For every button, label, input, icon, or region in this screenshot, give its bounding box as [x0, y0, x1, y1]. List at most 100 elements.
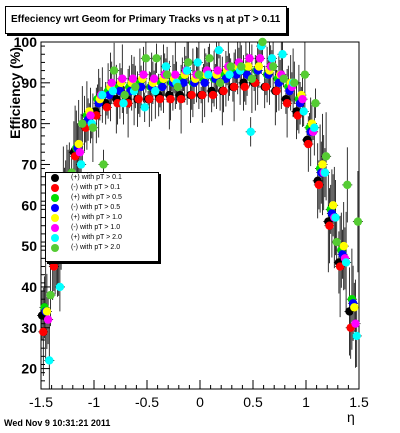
data-point	[314, 180, 324, 190]
legend-label: (+) with pT > 0.5	[71, 194, 122, 201]
data-point	[140, 103, 149, 112]
data-point	[39, 327, 48, 337]
data-point	[136, 82, 146, 92]
y-tick-label: 40	[21, 279, 37, 295]
data-point	[166, 94, 175, 104]
data-point	[215, 78, 225, 88]
legend-item: (+) with pT > 2.0	[46, 233, 158, 243]
data-point	[118, 74, 127, 83]
x-tick-label: 1.5	[349, 394, 369, 410]
data-point	[113, 99, 122, 108]
data-point	[109, 66, 119, 75]
data-point	[229, 82, 239, 92]
x-tick-label: 0.5	[243, 394, 263, 410]
x-tick-label: 1	[302, 394, 310, 410]
data-point	[321, 152, 331, 161]
data-point	[145, 94, 154, 104]
legend-label: (+) with pT > 0.1	[71, 174, 122, 181]
data-point	[152, 54, 161, 63]
legend-marker	[51, 234, 59, 242]
data-point	[204, 70, 213, 79]
data-point	[298, 94, 307, 104]
data-point	[255, 54, 265, 63]
data-point	[141, 54, 151, 63]
data-point	[258, 37, 267, 47]
data-point	[200, 78, 209, 88]
data-point	[318, 160, 327, 169]
data-point	[279, 74, 288, 83]
legend-label: (-) with pT > 0.5	[71, 204, 121, 211]
legend-label: (+) with pT > 2.0	[71, 234, 122, 241]
data-point	[46, 290, 55, 300]
data-point	[300, 70, 310, 79]
data-point	[49, 262, 59, 271]
y-tick-label: 50	[21, 238, 37, 254]
data-point	[119, 99, 128, 108]
legend-item: (-) with pT > 2.0	[46, 243, 158, 253]
y-axis-label: Efficiency (%)	[7, 47, 23, 139]
data-point	[92, 111, 101, 120]
y-tick-label: 80	[21, 116, 37, 132]
legend-marker	[51, 184, 59, 192]
data-point	[320, 168, 330, 177]
data-point	[158, 82, 167, 92]
legend-label: (-) with pT > 0.1	[71, 184, 121, 191]
data-point	[102, 103, 112, 112]
data-point	[98, 90, 107, 100]
data-point	[272, 86, 281, 96]
legend-item: (-) with pT > 0.1	[46, 183, 158, 193]
data-point	[267, 54, 277, 63]
data-point	[310, 123, 319, 132]
data-point	[304, 139, 313, 149]
data-point	[176, 94, 186, 104]
data-point	[139, 70, 148, 79]
legend-marker	[51, 194, 59, 202]
x-tick-label: 0	[196, 394, 204, 410]
data-point	[226, 62, 235, 71]
x-tick-label: -0.5	[135, 394, 159, 410]
data-point	[128, 74, 138, 83]
data-point	[205, 54, 214, 63]
data-point	[351, 319, 360, 328]
data-point	[246, 127, 255, 137]
data-point	[331, 213, 340, 222]
data-point	[151, 86, 160, 96]
data-point	[353, 217, 363, 226]
data-point	[149, 74, 159, 83]
data-point	[225, 70, 234, 79]
legend-item: (-) with pT > 0.5	[46, 203, 158, 213]
y-tick-label: 90	[21, 75, 37, 91]
data-point	[278, 50, 287, 59]
data-point	[108, 86, 118, 96]
data-point	[237, 62, 246, 71]
data-point	[161, 62, 171, 71]
legend-item: (+) with pT > 1.0	[46, 213, 158, 223]
data-point	[75, 148, 85, 157]
legend-item: (+) with pT > 0.5	[46, 193, 158, 203]
data-point	[187, 90, 196, 100]
data-point	[42, 307, 52, 316]
data-point	[131, 82, 140, 92]
y-tick-label: 20	[21, 361, 37, 377]
axis-ticks: -1.5 -1 -0.5 0 0.5 1 1.5 20 30 40 50 60 70 80 90 100	[14, 34, 369, 410]
data-point	[335, 262, 345, 271]
data-point	[194, 70, 204, 79]
data-point	[198, 90, 207, 100]
legend-marker	[51, 214, 59, 222]
data-point	[341, 258, 351, 267]
data-point	[173, 82, 182, 92]
legend-marker	[51, 244, 59, 252]
data-point	[120, 90, 129, 100]
timestamp: Wed Nov 9 10:31:21 2011	[4, 418, 111, 428]
data-point	[311, 99, 320, 108]
data-point	[290, 78, 299, 88]
legend-label: (+) with pT > 1.0	[71, 214, 122, 221]
legend-label: (-) with pT > 1.0	[71, 224, 121, 231]
data-point	[350, 303, 359, 312]
data-point	[325, 221, 334, 230]
data-point	[86, 111, 95, 120]
data-point	[245, 54, 254, 63]
data-point	[247, 74, 257, 83]
data-point	[184, 58, 193, 67]
